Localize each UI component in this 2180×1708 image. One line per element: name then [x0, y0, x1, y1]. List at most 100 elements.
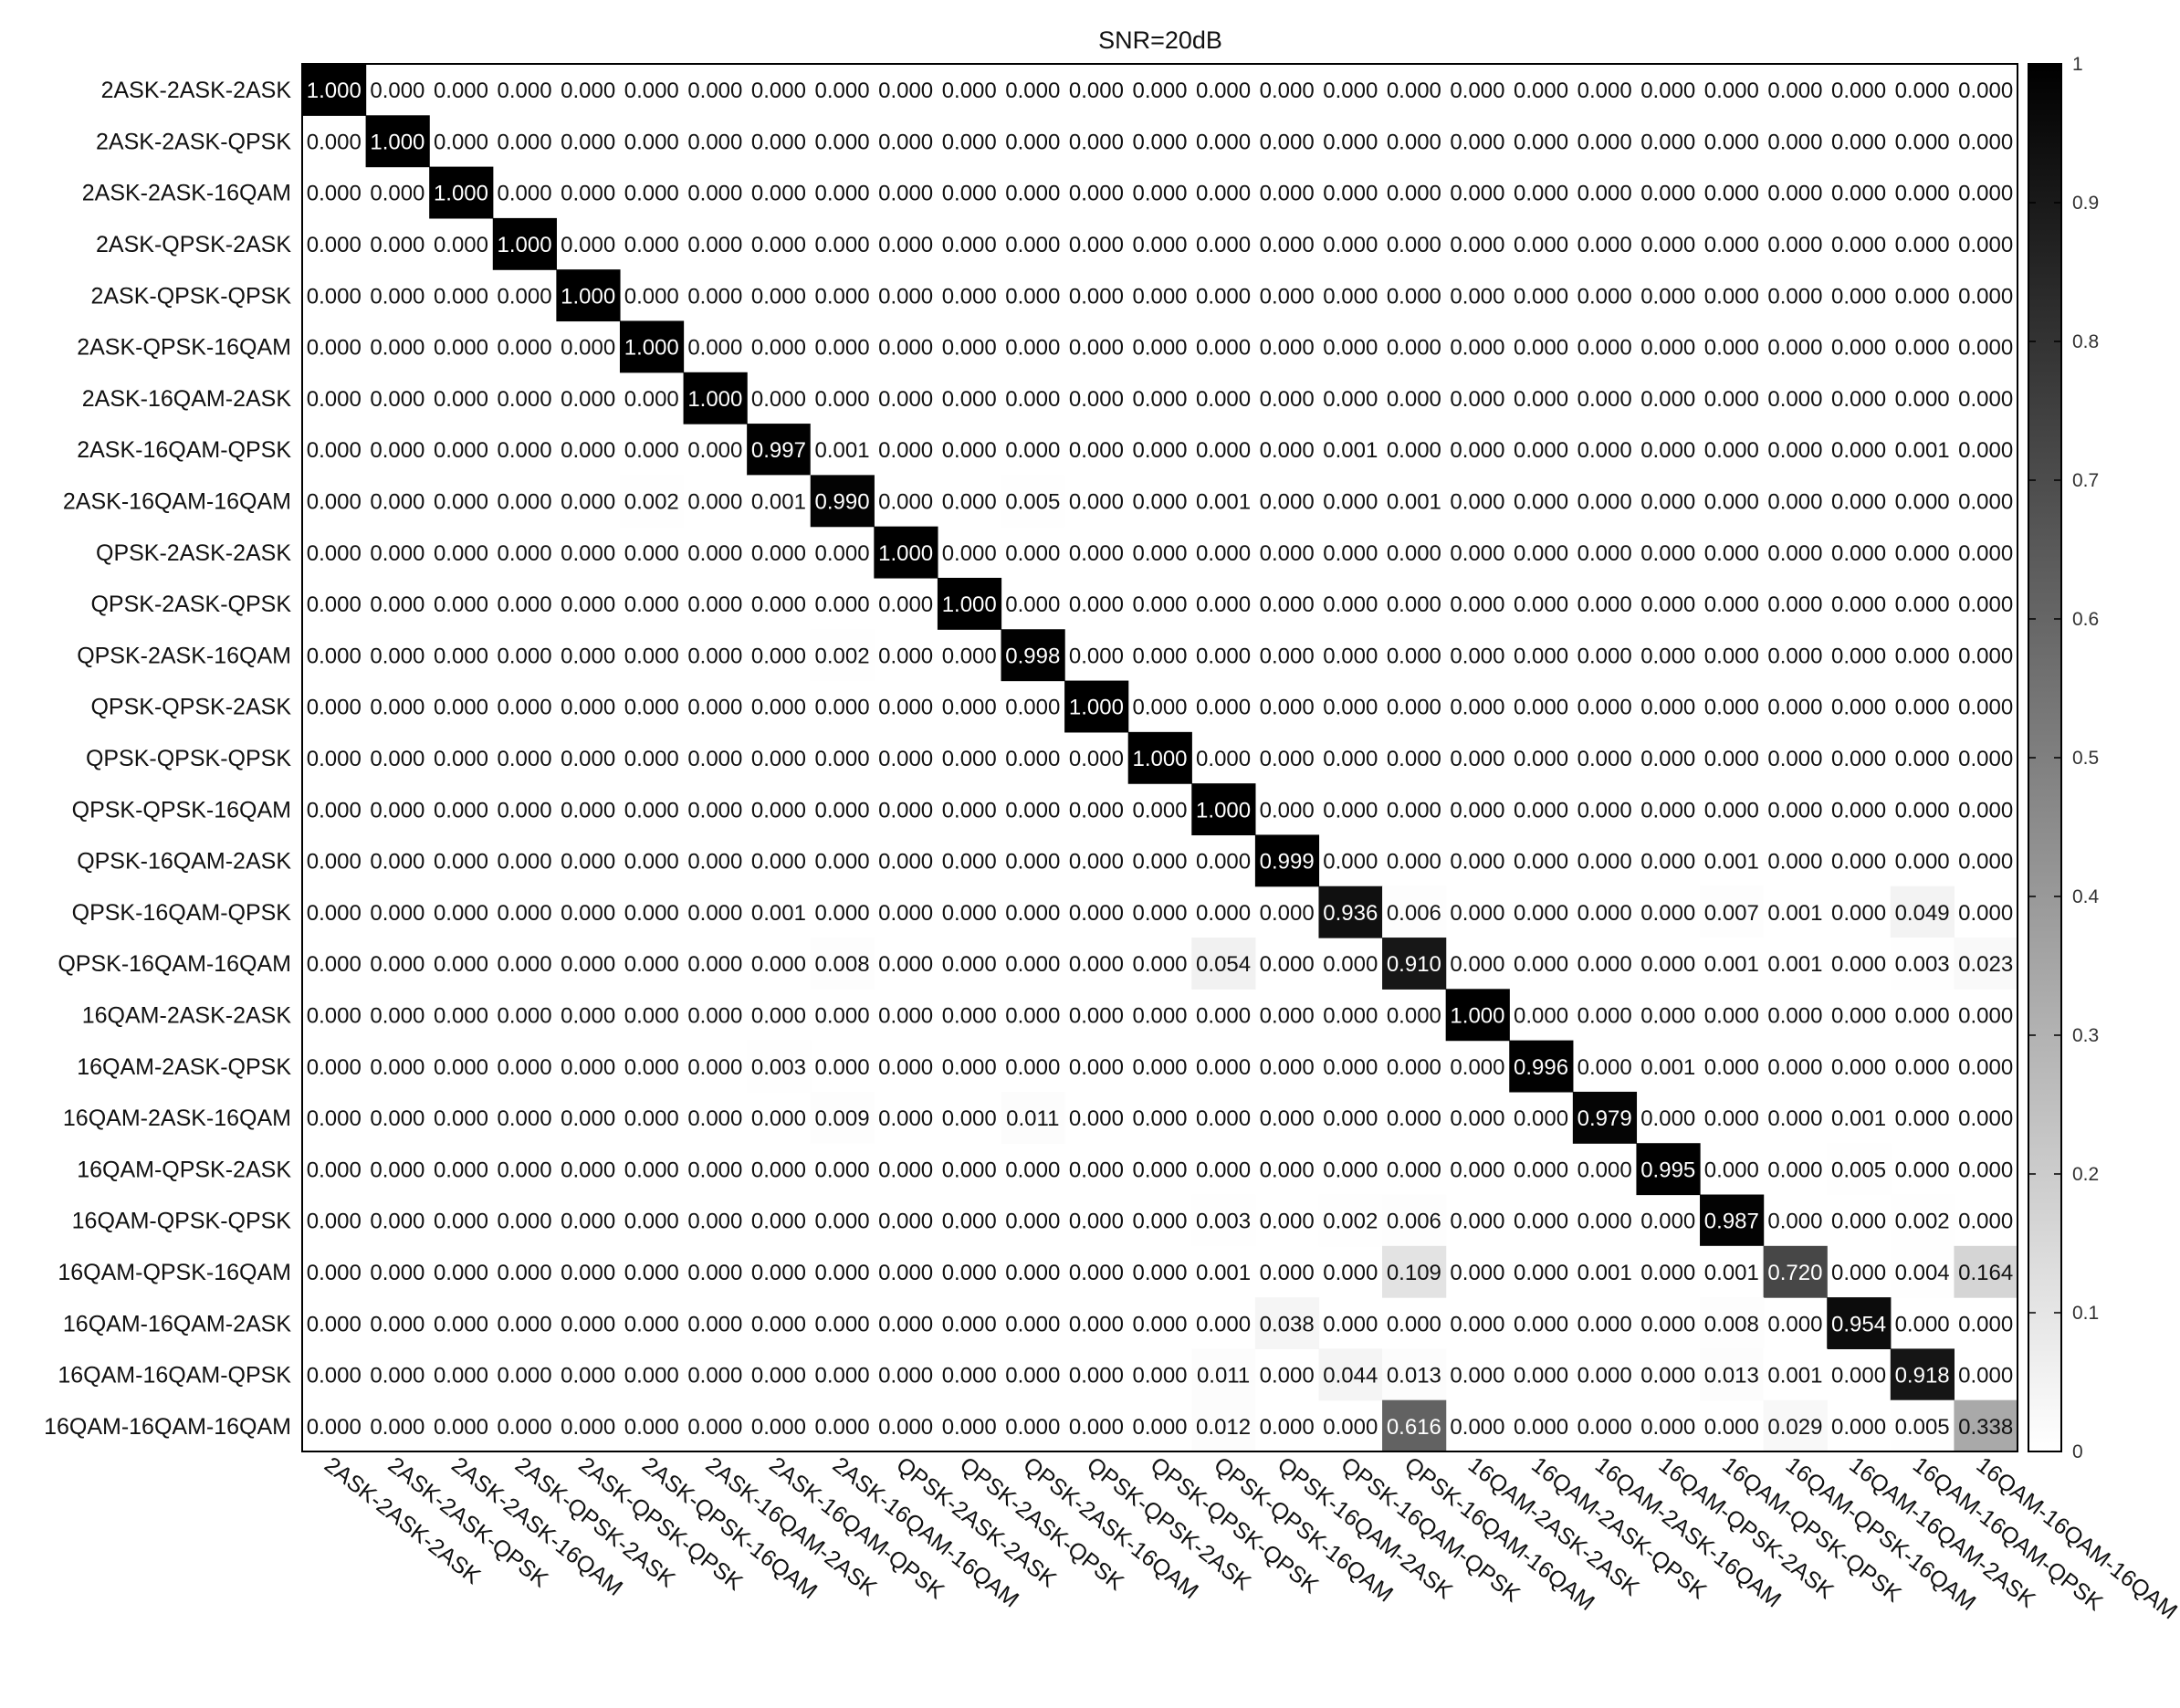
- cell-value-label: 0.000: [498, 130, 552, 154]
- cell-value-label: 0.000: [751, 541, 806, 566]
- cell-value-label: 0.000: [1767, 1003, 1822, 1028]
- cell-value-label: 0.000: [1831, 901, 1886, 926]
- heatmap-cell: [1509, 1040, 1574, 1093]
- cell-value-label: 0.009: [815, 1106, 870, 1131]
- cell-value-label: 0.000: [878, 850, 933, 875]
- cell-value-label: 0.000: [687, 952, 742, 977]
- cell-value-label: 0.000: [942, 901, 997, 926]
- heatmap-cell: [1572, 1245, 1638, 1298]
- heatmap-cell: [810, 629, 875, 682]
- cell-value-label: 0.000: [751, 1210, 806, 1234]
- cell-value-label: 0.000: [1323, 644, 1378, 668]
- cell-value-label: 0.990: [815, 490, 870, 515]
- cell-value-label: 0.000: [942, 1261, 997, 1285]
- cell-value-label: 0.000: [942, 1055, 997, 1080]
- cell-value-label: 0.001: [751, 901, 806, 926]
- cell-value-label: 0.044: [1323, 1364, 1378, 1388]
- cell-value-label: 0.000: [1831, 490, 1886, 515]
- cell-value-label: 0.000: [1831, 130, 1886, 154]
- cell-value-label: 0.000: [561, 490, 615, 515]
- cell-value-label: 0.000: [1577, 952, 1632, 977]
- cell-value-label: 0.000: [1005, 79, 1060, 103]
- cell-value-label: 0.000: [307, 1158, 362, 1182]
- cell-value-label: 0.000: [942, 541, 997, 566]
- cell-value-label: 0.000: [1450, 284, 1504, 309]
- cell-value-label: 0.000: [878, 130, 933, 154]
- cell-value-label: 0.000: [1895, 1312, 1950, 1336]
- cell-value-label: 0.000: [1196, 1003, 1251, 1028]
- cell-value-label: 0.000: [1450, 1364, 1504, 1388]
- cell-value-label: 0.000: [1704, 1055, 1759, 1080]
- cell-value-label: 0.000: [1260, 130, 1315, 154]
- cell-value-label: 0.000: [561, 233, 615, 257]
- cell-value-label: 0.000: [878, 490, 933, 515]
- cell-value-label: 1.000: [434, 182, 488, 206]
- cell-value-label: 0.001: [1895, 438, 1950, 463]
- cell-value-label: 0.000: [1450, 182, 1504, 206]
- cell-value-label: 0.000: [1514, 798, 1568, 823]
- cell-value-label: 0.000: [561, 952, 615, 977]
- cell-value-label: 0.000: [370, 952, 424, 977]
- cell-value-label: 0.054: [1196, 952, 1251, 977]
- cell-value-label: 0.000: [878, 438, 933, 463]
- cell-value-label: 0.000: [307, 438, 362, 463]
- cell-value-label: 0.000: [561, 798, 615, 823]
- heatmap-cell: [1827, 1297, 1892, 1350]
- cell-value-label: 0.000: [1260, 1210, 1315, 1234]
- cell-value-label: 0.000: [1958, 182, 2013, 206]
- cell-value-label: 0.000: [1132, 592, 1187, 617]
- cell-value-label: 0.000: [1132, 490, 1187, 515]
- row-label: 16QAM-QPSK-16QAM: [58, 1260, 291, 1285]
- cell-value-label: 0.000: [878, 1158, 933, 1182]
- heatmap-cell: [1890, 938, 1955, 990]
- cell-value-label: 0.000: [878, 1364, 933, 1388]
- cell-value-label: 0.000: [498, 592, 552, 617]
- cell-value-label: 0.000: [687, 747, 742, 771]
- cell-value-label: 0.000: [1514, 696, 1568, 720]
- cell-value-label: 0.000: [624, 1364, 679, 1388]
- cell-value-label: 0.000: [1132, 1210, 1187, 1234]
- heatmap-cell: [1890, 1399, 1955, 1452]
- cell-value-label: 0.000: [1069, 850, 1124, 875]
- cell-value-label: 0.000: [1450, 696, 1504, 720]
- cell-value-label: 0.000: [1958, 1106, 2013, 1131]
- cell-value-label: 0.000: [1514, 130, 1568, 154]
- cell-value-label: 0.000: [1704, 438, 1759, 463]
- cell-value-label: 0.000: [1387, 130, 1441, 154]
- cell-value-label: 0.109: [1387, 1261, 1441, 1285]
- cell-value-label: 0.000: [1895, 336, 1950, 361]
- cell-value-label: 0.000: [370, 1158, 424, 1182]
- cell-value-label: 0.000: [1640, 592, 1695, 617]
- cell-value-label: 0.000: [687, 798, 742, 823]
- cell-value-label: 0.000: [1069, 336, 1124, 361]
- cell-value-label: 0.000: [751, 182, 806, 206]
- cell-value-label: 0.000: [815, 747, 870, 771]
- cell-value-label: 0.000: [1260, 336, 1315, 361]
- cell-value-label: 0.000: [1132, 850, 1187, 875]
- cell-value-label: 0.000: [815, 1415, 870, 1440]
- cell-value-label: 1.000: [942, 592, 997, 617]
- heatmap-cell: [937, 577, 1002, 630]
- cell-value-label: 0.000: [498, 952, 552, 977]
- heatmap-cell: [1954, 1399, 2018, 1452]
- cell-value-label: 0.000: [687, 1158, 742, 1182]
- cell-value-label: 0.000: [1514, 182, 1568, 206]
- cell-value-label: 0.000: [751, 1003, 806, 1028]
- cell-value-label: 0.000: [1196, 79, 1251, 103]
- cell-value-label: 0.003: [751, 1055, 806, 1080]
- cell-value-label: 0.000: [878, 79, 933, 103]
- colorbar-tick-label: 0.1: [2072, 1303, 2099, 1324]
- cell-value-label: 0.000: [1577, 182, 1632, 206]
- colorbar-tick-label: 0: [2072, 1441, 2083, 1462]
- cell-value-label: 0.000: [1260, 1106, 1315, 1131]
- heatmap-cell: [1954, 1245, 2018, 1298]
- cell-value-label: 0.000: [1069, 79, 1124, 103]
- cell-value-label: 0.000: [1514, 490, 1568, 515]
- cell-value-label: 0.000: [1387, 696, 1441, 720]
- cell-value-label: 0.000: [1895, 1106, 1950, 1131]
- cell-value-label: 0.000: [624, 1210, 679, 1234]
- cell-value-label: 0.000: [1958, 592, 2013, 617]
- cell-value-label: 0.000: [687, 79, 742, 103]
- cell-value-label: 0.000: [1069, 1210, 1124, 1234]
- heatmap-cell: [1700, 1245, 1765, 1298]
